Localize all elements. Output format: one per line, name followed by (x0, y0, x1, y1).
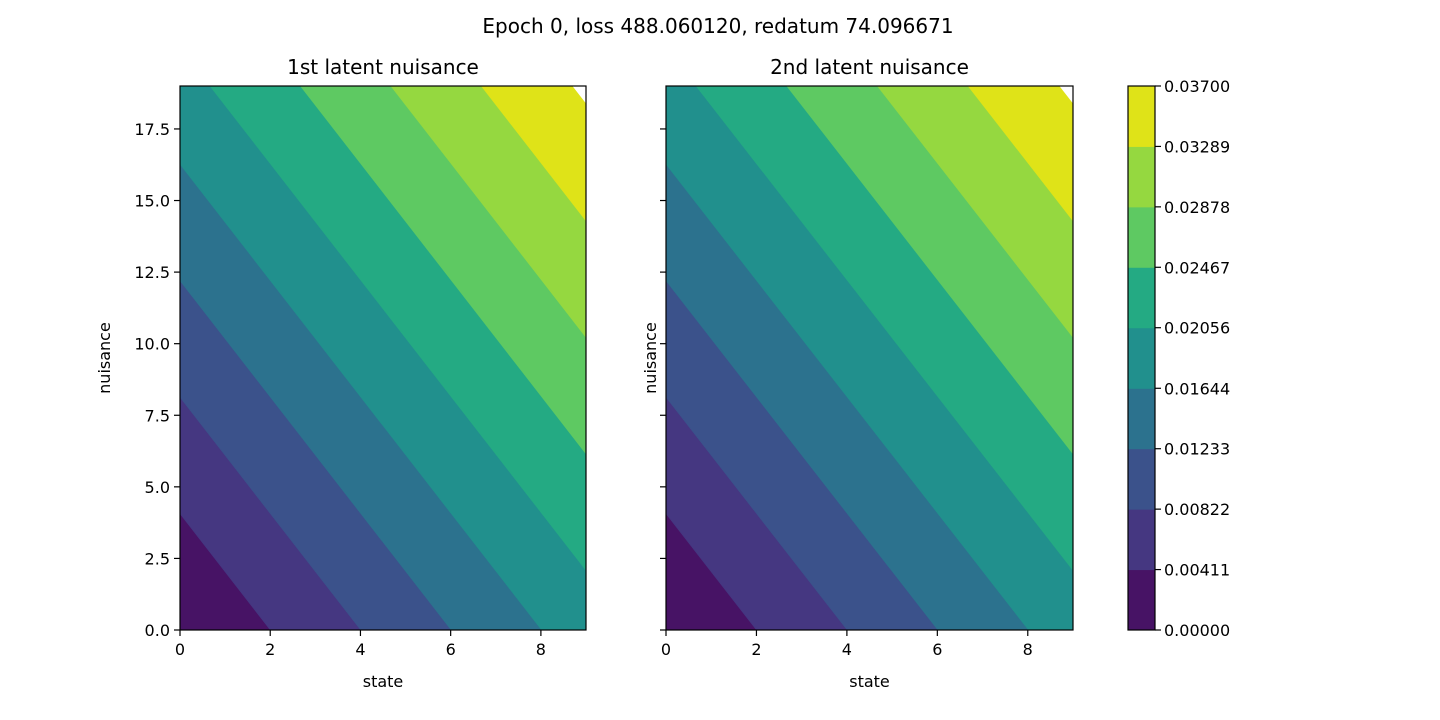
colorbar-tick-label: 0.02878 (1164, 198, 1230, 217)
x-axis-label: state (363, 672, 404, 691)
colorbar-band-0 (1128, 569, 1155, 631)
colorbar-tick-label: 0.01233 (1164, 440, 1230, 459)
colorbar-band-7 (1128, 146, 1155, 208)
x-tick-label: 2 (751, 640, 761, 659)
colorbar-tick-label: 0.00000 (1164, 621, 1230, 640)
x-tick-label: 4 (842, 640, 852, 659)
colorbar-band-1 (1128, 509, 1155, 571)
y-tick-label: 2.5 (145, 549, 170, 568)
colorbar-tick-label: 0.00411 (1164, 561, 1230, 580)
colorbar: 0.00000 0.00411 0.00822 0.01233 0.01644 0.020… (1127, 77, 1230, 640)
x-tick-label: 8 (1023, 640, 1033, 659)
colorbar-frame (1127, 85, 1156, 631)
y-tick-label: 5.0 (145, 478, 170, 497)
colorbar-band-6 (1128, 206, 1155, 268)
contour-bands (665, 85, 1074, 631)
colorbar-band-2 (1128, 448, 1155, 510)
colorbar-tick-label: 0.02056 (1164, 319, 1230, 338)
y-axis-label: nuisance (95, 322, 114, 394)
contour-bands (179, 85, 587, 631)
colorbar-band-8 (1128, 86, 1155, 147)
x-tick-label: 6 (932, 640, 942, 659)
y-tick-label: 7.5 (145, 406, 170, 425)
figure-suptitle: Epoch 0, loss 488.060120, redatum 74.096… (482, 14, 953, 38)
x-axis-label: state (849, 672, 890, 691)
colorbar-band-4 (1128, 327, 1155, 389)
x-tick-label: 8 (536, 640, 546, 659)
x-tick-label: 0 (175, 640, 185, 659)
plot-frame (665, 85, 1074, 631)
y-tick-label: 10.0 (134, 335, 170, 354)
colorbar-band-5 (1128, 267, 1155, 329)
plot-frame (179, 85, 587, 631)
x-tick-label: 4 (355, 640, 365, 659)
panel-title: 1st latent nuisance (287, 55, 479, 79)
panel-2nd-latent-nuisance: 2nd latent nuisance state nuisance 0 2 4 6 8 (641, 55, 1074, 691)
y-tick-label: 12.5 (134, 263, 170, 282)
y-tick-label: 0.0 (145, 621, 170, 640)
x-tick-label: 6 (446, 640, 456, 659)
colorbar-tick-label: 0.00822 (1164, 500, 1230, 519)
colorbar-tick-label: 0.03289 (1164, 137, 1230, 156)
colorbar-tick-label: 0.03700 (1164, 77, 1230, 96)
panel-1st-latent-nuisance: 1st latent nuisance state nuisance 0 2 4 6 8… (95, 55, 587, 691)
panel-title: 2nd latent nuisance (770, 55, 969, 79)
colorbar-tick-label: 0.02467 (1164, 258, 1230, 277)
x-tick-label: 0 (661, 640, 671, 659)
y-tick-label: 15.0 (134, 192, 170, 211)
y-tick-label: 17.5 (134, 120, 170, 139)
colorbar-tick-label: 0.01644 (1164, 379, 1230, 398)
y-axis-label: nuisance (641, 322, 660, 394)
colorbar-band-3 (1128, 388, 1155, 450)
x-tick-label: 2 (265, 640, 275, 659)
